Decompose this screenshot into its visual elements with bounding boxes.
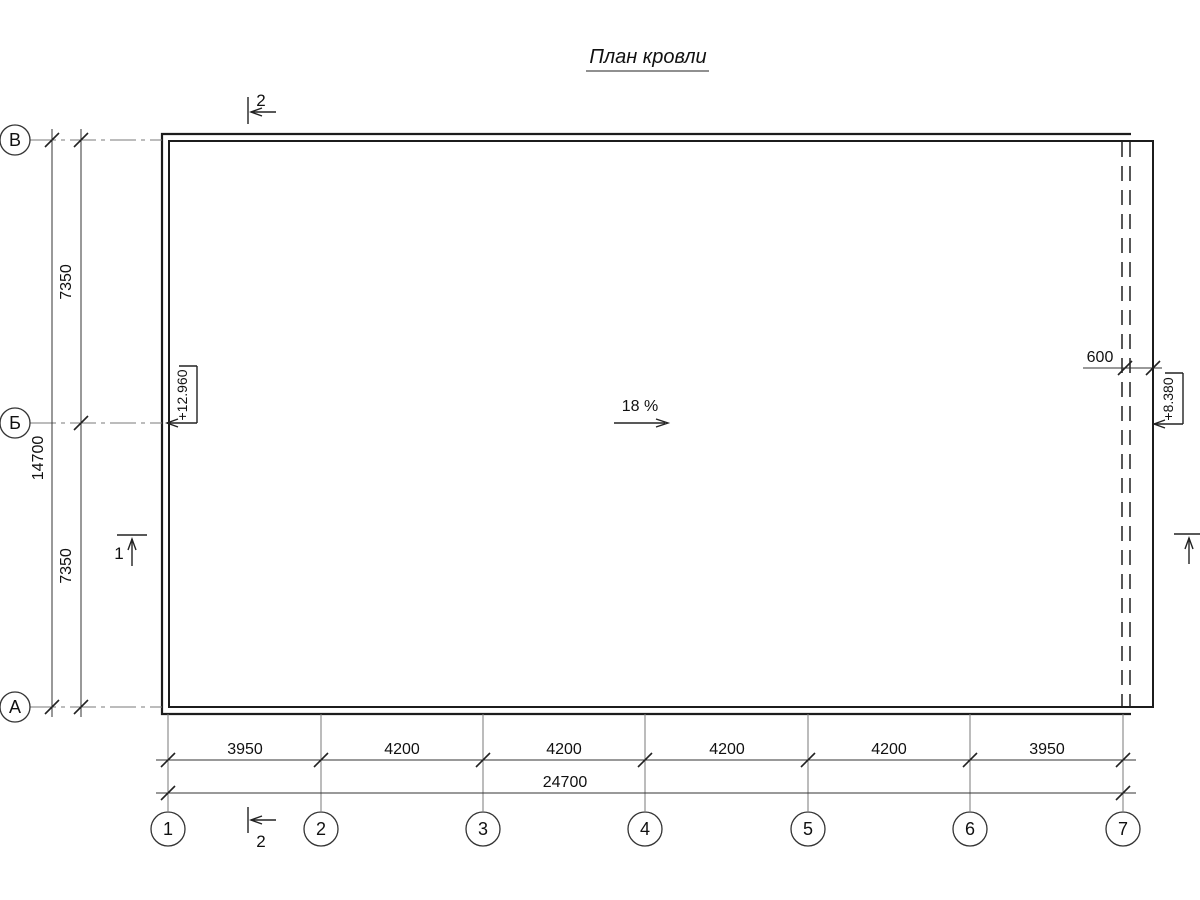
dim-tick <box>1115 785 1131 801</box>
dim-label-left-segment-lower: 7350 <box>58 548 75 584</box>
section-2-bottom-arrow-icon <box>248 815 263 825</box>
col-axis-marker-7 <box>1105 811 1141 847</box>
col-axis-marker-4 <box>627 811 663 847</box>
dim-tick <box>44 132 60 148</box>
dim-tick <box>475 752 491 768</box>
row-axis-marker-b <box>0 407 31 439</box>
section-2-top-label: 2 <box>256 91 265 110</box>
dim-label-bottom-5: 4200 <box>871 741 907 758</box>
dim-tick <box>1115 752 1131 768</box>
section-1-right-arrow-icon <box>1184 535 1194 550</box>
elevation-main-arrow-icon <box>164 418 179 428</box>
roof-outline-outer <box>160 132 1131 716</box>
dim-tick <box>73 415 89 431</box>
section-2-top-arrow-icon <box>248 107 263 117</box>
dim-label-bottom-6: 3950 <box>1029 741 1065 758</box>
col-axis-label-4: 4 <box>640 819 650 839</box>
col-axis-marker-2 <box>303 811 339 847</box>
row-axis-marker-v <box>0 124 31 156</box>
dim-label-left-segment-upper: 7350 <box>58 264 75 300</box>
elevation-main-label: +12.960 <box>174 369 190 420</box>
dim-label-left-total: 14700 <box>30 436 47 481</box>
dim-tick <box>962 752 978 768</box>
col-axis-label-2: 2 <box>316 819 326 839</box>
dim-tick <box>637 752 653 768</box>
dim-label-bottom-2: 4200 <box>384 741 420 758</box>
row-axis-label-b: Б <box>9 413 21 433</box>
dim-label-right-offset: 600 <box>1087 349 1114 366</box>
col-axis-label-6: 6 <box>965 819 975 839</box>
section-2-bottom-label: 2 <box>256 832 265 851</box>
col-axis-label-3: 3 <box>478 819 488 839</box>
dim-tick <box>73 132 89 148</box>
elevation-low-arrow-icon <box>1151 419 1166 429</box>
col-axis-marker-3 <box>465 811 501 847</box>
dim-tick <box>160 785 176 801</box>
dim-tick <box>313 752 329 768</box>
slope-label: 18 % <box>622 398 658 415</box>
row-axis-marker-a <box>0 691 31 723</box>
dim-label-bottom-4: 4200 <box>709 741 745 758</box>
dim-tick <box>160 752 176 768</box>
col-axis-label-5: 5 <box>803 819 813 839</box>
drawing-title: План кровли <box>589 46 706 68</box>
dim-tick <box>1145 360 1161 376</box>
section-1-left-arrow-icon <box>127 536 137 551</box>
dim-label-bottom-1: 3950 <box>227 741 263 758</box>
elevation-low-label: +8.380 <box>1160 377 1176 420</box>
col-axis-marker-6 <box>952 811 988 847</box>
dim-label-bottom-3: 4200 <box>546 741 582 758</box>
dim-label-bottom-total: 24700 <box>543 774 588 791</box>
col-axis-label-7: 7 <box>1118 819 1128 839</box>
dim-tick <box>1117 360 1133 376</box>
section-1-left-label: 1 <box>114 544 123 563</box>
col-axis-marker-1 <box>150 811 186 847</box>
col-axis-marker-5 <box>790 811 826 847</box>
row-axis-label-v: В <box>9 130 21 150</box>
roof-outline-inner <box>168 140 1154 708</box>
dim-tick <box>800 752 816 768</box>
col-axis-label-1: 1 <box>163 819 173 839</box>
dim-tick <box>44 699 60 715</box>
row-axis-label-a: А <box>9 697 21 717</box>
slope-arrow-head-icon <box>655 418 671 428</box>
dim-tick <box>73 699 89 715</box>
